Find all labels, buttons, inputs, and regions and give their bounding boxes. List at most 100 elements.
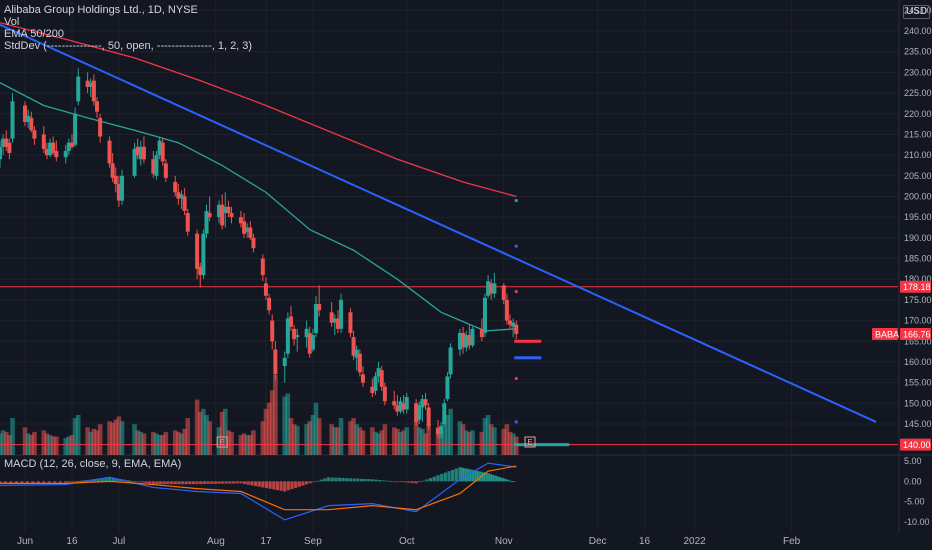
volume-bar <box>219 411 225 455</box>
ema-indicator-label[interactable]: EMA 50/200 <box>4 28 64 40</box>
volume-bar <box>263 408 269 455</box>
candle-body <box>267 297 272 311</box>
time-tick-label: Jun <box>17 536 33 547</box>
signal-line <box>0 465 517 511</box>
macd-histogram-bar <box>253 481 258 487</box>
macd-histogram-bar <box>385 480 389 482</box>
ema200-line <box>0 22 517 198</box>
macd-histogram-bar <box>137 481 141 483</box>
volume-bar <box>445 415 450 455</box>
price-tick-label: 215.00 <box>904 129 932 139</box>
macd-histogram-bar <box>82 480 86 482</box>
macd-histogram-bar <box>64 481 68 483</box>
macd-histogram-bar <box>498 477 502 482</box>
macd-histogram-bar <box>345 478 349 482</box>
volume-bar <box>63 438 69 455</box>
macd-histogram-bar <box>268 481 272 489</box>
macd-histogram-bar <box>505 479 509 482</box>
macd-histogram-bar <box>352 478 356 482</box>
candle-body <box>141 146 146 160</box>
earnings-marker: E <box>216 436 228 448</box>
macd-histogram-bar <box>472 470 476 482</box>
candle-body <box>110 163 115 178</box>
time-tick-label: Sep <box>304 536 322 547</box>
macd-histogram-bar <box>58 481 62 483</box>
macd-histogram-bar <box>144 481 148 484</box>
volume-bar <box>266 402 272 455</box>
projection-level-marker <box>514 443 570 447</box>
macd-histogram-bar <box>425 479 429 482</box>
candle-body <box>23 105 28 123</box>
macd-histogram-bar <box>166 481 170 485</box>
volume-bar <box>370 427 375 455</box>
candle-body <box>63 150 68 158</box>
macd-histogram-bar <box>3 481 8 484</box>
candle-body <box>245 227 250 232</box>
candle-body <box>423 399 428 406</box>
candle-body <box>198 266 203 276</box>
volume-bar <box>176 431 181 455</box>
volume-bar <box>357 427 363 455</box>
volume-bar <box>507 431 513 455</box>
stddev-indicator-label[interactable]: StdDev (---------------, 50, open, -----… <box>4 40 253 52</box>
macd-histogram-bar <box>47 481 51 483</box>
candle-body <box>242 221 247 234</box>
macd-histogram-bar <box>71 481 75 483</box>
macd-histogram-bar <box>115 478 119 482</box>
macd-histogram-bar <box>447 471 451 482</box>
volume-bar <box>348 421 353 455</box>
volume-bars <box>0 375 519 455</box>
macd-histogram-bar <box>275 481 280 491</box>
price-label-bg <box>900 438 931 451</box>
macd-histogram-bar <box>500 477 504 482</box>
candle-body <box>88 82 93 87</box>
candle-body <box>398 401 403 412</box>
candle-body <box>73 113 78 145</box>
volume-bar <box>66 436 72 455</box>
candle-body <box>1 138 6 147</box>
macd-histogram-bar <box>378 479 382 482</box>
volume-bar <box>488 424 494 455</box>
volume-indicator-label[interactable]: Vol <box>4 16 20 28</box>
macd-histogram-bar <box>348 478 353 482</box>
macd-histogram-bar <box>235 481 239 484</box>
candle-body <box>392 401 397 406</box>
currency-badge[interactable]: USD <box>903 5 931 19</box>
macd-histogram-bar <box>509 481 514 482</box>
chart-title[interactable]: Alibaba Group Holdings Ltd., 1D, NYSE <box>4 4 198 16</box>
volume-bar <box>288 418 294 455</box>
macd-histogram-bar <box>477 471 481 482</box>
candle-body <box>48 142 53 156</box>
price-tick-label: 150.00 <box>904 398 932 408</box>
time-tick-label: 16 <box>639 536 651 547</box>
earnings-letter: E <box>219 438 224 447</box>
volume-bar <box>91 428 97 455</box>
volume-bar <box>260 421 266 455</box>
candle-body <box>201 233 206 276</box>
macd-histogram-bar <box>111 477 115 482</box>
volume-bar <box>229 431 234 455</box>
macd-histogram-bar <box>224 481 228 484</box>
volume-bar <box>0 430 6 455</box>
macd-histogram-bar <box>484 472 488 482</box>
candle-body <box>501 285 506 300</box>
macd-histogram-bar <box>129 480 134 482</box>
volume-bar <box>479 431 485 455</box>
candle-body <box>379 370 384 387</box>
volume-bar <box>294 425 300 455</box>
candle-body <box>273 349 278 375</box>
price-label-bg <box>900 327 931 340</box>
macd-histogram-bar <box>67 481 71 483</box>
candle-body <box>195 233 200 269</box>
candle-body <box>307 332 312 354</box>
macd-histogram-bar <box>341 477 345 482</box>
macd-indicator-label[interactable]: MACD (12, 26, close, 9, EMA, EMA) <box>4 458 182 470</box>
candle-body <box>404 397 409 410</box>
volume-bar <box>273 375 278 455</box>
macd-histogram-bar <box>323 478 327 482</box>
volume-bar <box>360 430 366 455</box>
candle-body <box>329 312 334 323</box>
candle-body <box>10 101 15 139</box>
